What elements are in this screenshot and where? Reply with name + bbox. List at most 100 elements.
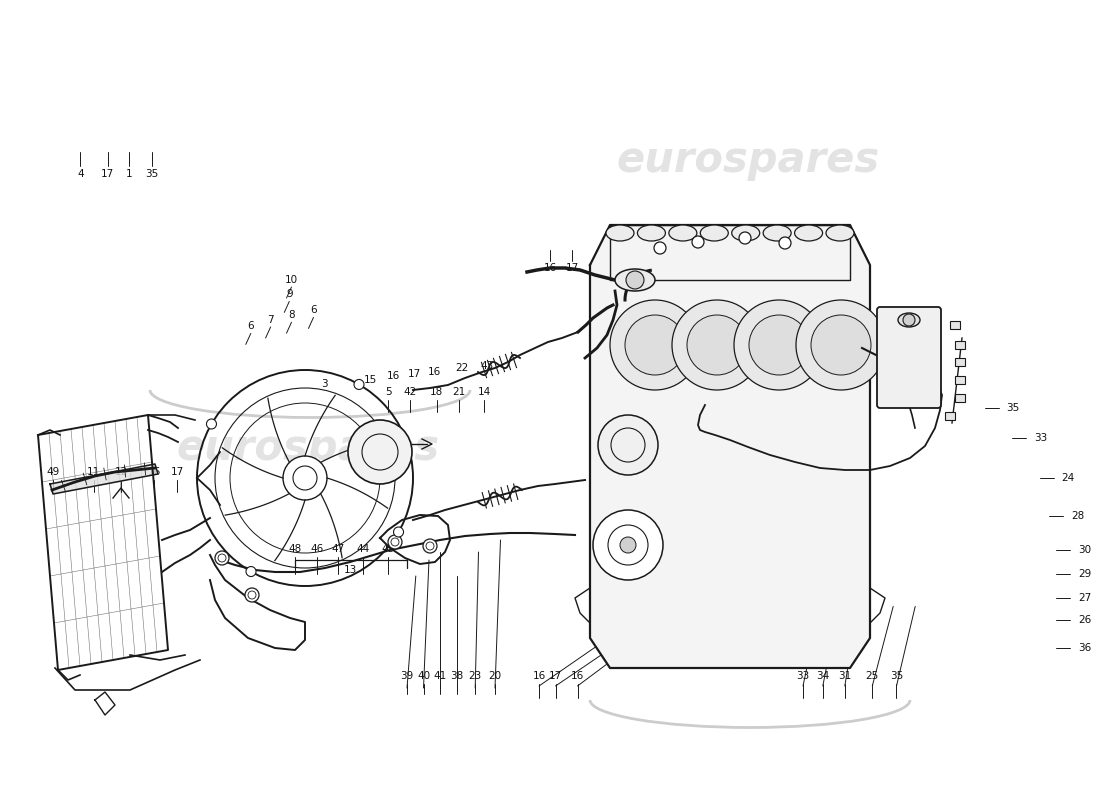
Circle shape <box>388 535 401 549</box>
Circle shape <box>214 551 229 565</box>
Text: 28: 28 <box>1071 511 1085 521</box>
Text: 38: 38 <box>450 671 463 681</box>
Text: 20: 20 <box>488 671 502 681</box>
Text: 15: 15 <box>364 375 377 385</box>
Text: 34: 34 <box>816 671 829 681</box>
Bar <box>955 358 965 366</box>
Bar <box>955 341 965 349</box>
Circle shape <box>811 315 871 375</box>
Text: 16: 16 <box>675 387 689 397</box>
Text: 46: 46 <box>310 544 323 554</box>
Text: 2: 2 <box>896 339 903 349</box>
Circle shape <box>207 419 217 429</box>
Text: 17: 17 <box>170 467 184 477</box>
Polygon shape <box>590 225 870 668</box>
Text: 22: 22 <box>455 363 469 373</box>
Text: 8: 8 <box>288 310 295 320</box>
Text: eurospares: eurospares <box>176 427 440 469</box>
Circle shape <box>283 456 327 500</box>
Ellipse shape <box>701 225 728 241</box>
Text: 29: 29 <box>1078 570 1091 579</box>
Polygon shape <box>50 464 158 494</box>
Circle shape <box>734 300 824 390</box>
Text: 16: 16 <box>590 263 603 273</box>
Text: 5: 5 <box>385 387 392 397</box>
Circle shape <box>348 420 412 484</box>
Text: 23: 23 <box>469 671 482 681</box>
Text: 21: 21 <box>452 387 465 397</box>
Text: 16: 16 <box>147 467 161 477</box>
Text: 16: 16 <box>543 263 557 273</box>
FancyBboxPatch shape <box>877 307 940 408</box>
Text: 37: 37 <box>706 293 719 302</box>
Bar <box>955 376 965 384</box>
Circle shape <box>245 588 258 602</box>
Text: 14: 14 <box>477 387 491 397</box>
Circle shape <box>593 510 663 580</box>
Text: 36: 36 <box>1078 643 1091 653</box>
Circle shape <box>620 537 636 553</box>
Circle shape <box>779 237 791 249</box>
Text: 6: 6 <box>310 306 317 315</box>
Ellipse shape <box>898 313 920 327</box>
Text: 9: 9 <box>286 290 293 299</box>
Circle shape <box>424 539 437 553</box>
Text: 2: 2 <box>896 339 903 349</box>
Text: 44: 44 <box>356 544 370 554</box>
Text: 48: 48 <box>288 544 301 554</box>
Text: 24: 24 <box>1062 474 1075 483</box>
Text: 7: 7 <box>267 315 274 325</box>
Text: 17: 17 <box>714 315 727 325</box>
Text: 4: 4 <box>77 170 84 179</box>
Ellipse shape <box>669 225 697 241</box>
Text: 16: 16 <box>532 671 546 681</box>
Ellipse shape <box>606 225 634 241</box>
Circle shape <box>246 566 256 577</box>
Text: eurospares: eurospares <box>616 139 880 181</box>
Text: 49: 49 <box>46 467 59 477</box>
Text: 42: 42 <box>404 387 417 397</box>
Circle shape <box>692 236 704 248</box>
Text: 18: 18 <box>430 387 443 397</box>
Text: 33: 33 <box>796 671 810 681</box>
Text: 35: 35 <box>1006 403 1020 413</box>
Circle shape <box>625 315 685 375</box>
Text: 35: 35 <box>145 170 158 179</box>
Text: 45: 45 <box>382 544 395 554</box>
Circle shape <box>688 315 747 375</box>
Circle shape <box>654 242 666 254</box>
Text: 16: 16 <box>571 671 584 681</box>
Ellipse shape <box>794 225 823 241</box>
Circle shape <box>672 300 762 390</box>
Text: 33: 33 <box>1034 434 1047 443</box>
Text: 13: 13 <box>344 565 358 574</box>
Text: 19: 19 <box>612 263 625 273</box>
Circle shape <box>394 527 404 537</box>
Text: 11: 11 <box>87 467 100 477</box>
Text: 16: 16 <box>428 367 441 377</box>
Text: 26: 26 <box>1078 615 1091 625</box>
Circle shape <box>626 271 644 289</box>
Text: 40: 40 <box>417 671 430 681</box>
Text: 30: 30 <box>1078 546 1091 555</box>
Text: 1: 1 <box>125 170 132 179</box>
Text: 35: 35 <box>890 671 903 681</box>
Circle shape <box>796 300 886 390</box>
Text: 16: 16 <box>387 371 400 381</box>
Circle shape <box>739 232 751 244</box>
Ellipse shape <box>615 269 654 291</box>
Circle shape <box>354 379 364 390</box>
Text: 17: 17 <box>101 170 114 179</box>
Ellipse shape <box>732 225 760 241</box>
Text: 27: 27 <box>1078 594 1091 603</box>
Circle shape <box>903 314 915 326</box>
Text: 31: 31 <box>838 671 851 681</box>
Text: 47: 47 <box>331 544 344 554</box>
Text: 6: 6 <box>248 322 254 331</box>
Text: 32: 32 <box>681 293 694 302</box>
Text: 16: 16 <box>697 331 711 341</box>
Text: 17: 17 <box>549 671 562 681</box>
Text: 41: 41 <box>433 671 447 681</box>
Text: 3: 3 <box>321 379 328 389</box>
Bar <box>950 321 960 329</box>
